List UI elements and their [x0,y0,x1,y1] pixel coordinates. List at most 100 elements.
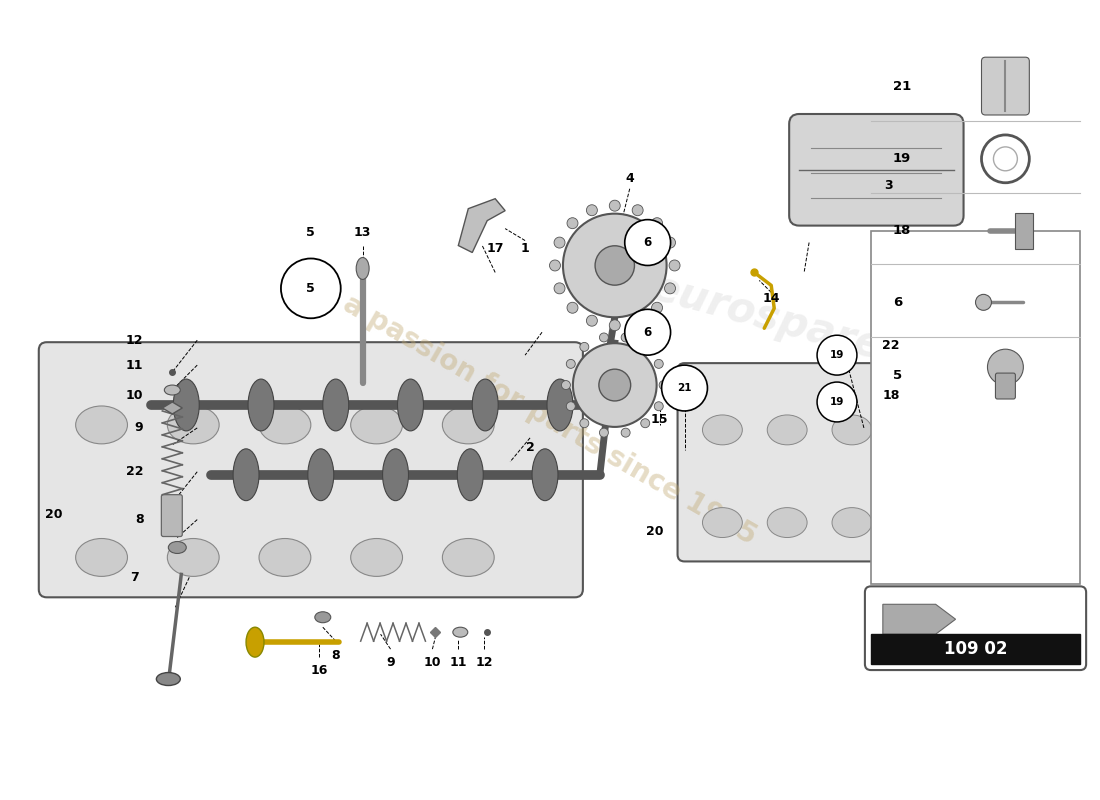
FancyBboxPatch shape [162,494,183,537]
Circle shape [554,237,565,248]
Ellipse shape [308,449,333,501]
Text: 12: 12 [125,334,143,346]
Text: 8: 8 [135,513,143,526]
Ellipse shape [76,538,128,576]
Circle shape [976,294,991,310]
Circle shape [664,283,675,294]
Circle shape [625,220,671,266]
Ellipse shape [442,538,494,576]
Text: 22: 22 [125,466,143,478]
Text: 4: 4 [625,172,634,186]
Text: 2: 2 [526,442,535,454]
Ellipse shape [249,379,274,431]
Circle shape [600,333,608,342]
Ellipse shape [767,415,807,445]
Text: 10: 10 [125,389,143,402]
Circle shape [659,381,668,390]
Polygon shape [1015,213,1033,249]
Text: 1: 1 [520,242,529,255]
Circle shape [654,359,663,368]
Text: 20: 20 [646,525,663,538]
Circle shape [661,365,707,411]
Ellipse shape [442,406,494,444]
Text: 19: 19 [893,152,911,166]
Circle shape [600,428,608,437]
Circle shape [554,283,565,294]
Circle shape [561,381,571,390]
Ellipse shape [164,385,180,395]
Ellipse shape [351,406,403,444]
Text: 15: 15 [651,414,669,426]
Ellipse shape [547,379,573,431]
Text: 12: 12 [475,656,493,669]
Polygon shape [459,198,505,253]
Text: 18: 18 [882,389,900,402]
Ellipse shape [351,538,403,576]
Text: 14: 14 [762,292,780,305]
Circle shape [563,214,667,318]
Text: 6: 6 [644,236,652,249]
Ellipse shape [167,406,219,444]
Circle shape [586,205,597,216]
Ellipse shape [174,379,199,431]
Ellipse shape [767,508,807,538]
Circle shape [566,302,578,314]
Circle shape [817,382,857,422]
Text: 6: 6 [644,326,652,338]
Text: 5: 5 [893,369,902,382]
Text: 5: 5 [307,226,316,239]
Ellipse shape [453,627,468,637]
Ellipse shape [322,379,349,431]
Circle shape [621,428,630,437]
Circle shape [580,342,588,351]
Text: 13: 13 [354,226,372,239]
Circle shape [625,310,671,355]
Text: 20: 20 [45,508,63,521]
Bar [871,634,1080,664]
Circle shape [651,302,662,314]
Ellipse shape [168,542,186,554]
Circle shape [654,402,663,410]
Text: 19: 19 [829,397,844,407]
Text: 9: 9 [386,656,395,669]
Text: 9: 9 [135,422,143,434]
Ellipse shape [156,673,180,686]
FancyBboxPatch shape [865,586,1086,670]
Circle shape [632,205,644,216]
Text: 5: 5 [307,282,316,295]
Text: 109 02: 109 02 [944,640,1008,658]
Text: 17: 17 [486,242,504,255]
Ellipse shape [246,627,264,657]
Circle shape [609,200,620,211]
Circle shape [640,342,650,351]
Circle shape [550,260,561,271]
Text: 7: 7 [130,571,139,584]
Ellipse shape [315,612,331,622]
Circle shape [981,135,1030,182]
Circle shape [573,343,657,427]
Polygon shape [163,402,183,414]
Circle shape [651,218,662,229]
Polygon shape [883,604,956,634]
Ellipse shape [397,379,424,431]
Circle shape [669,260,680,271]
Circle shape [817,335,857,375]
Ellipse shape [458,449,483,501]
Circle shape [566,402,575,410]
Ellipse shape [472,379,498,431]
Text: 21: 21 [893,79,911,93]
Ellipse shape [832,415,872,445]
Ellipse shape [356,258,370,279]
Text: 22: 22 [882,338,900,352]
Circle shape [640,418,650,428]
Text: 11: 11 [125,358,143,372]
Text: 16: 16 [310,664,328,677]
FancyBboxPatch shape [996,373,1015,399]
Text: 8: 8 [331,649,340,662]
FancyBboxPatch shape [39,342,583,598]
Circle shape [566,359,575,368]
FancyBboxPatch shape [678,363,891,562]
Text: a passion for parts since 1985: a passion for parts since 1985 [339,290,761,550]
Ellipse shape [258,406,311,444]
Ellipse shape [532,449,558,501]
